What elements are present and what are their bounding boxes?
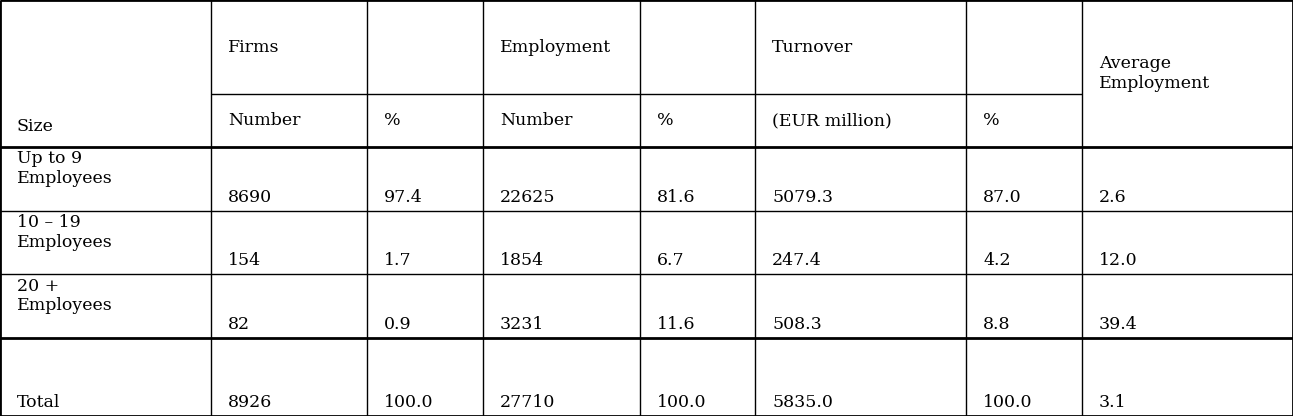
Text: 508.3: 508.3 xyxy=(772,316,822,333)
Text: Firms: Firms xyxy=(228,39,279,56)
Text: 81.6: 81.6 xyxy=(657,189,696,206)
Text: 154: 154 xyxy=(228,253,261,269)
Text: 1.7: 1.7 xyxy=(384,253,412,269)
Text: 11.6: 11.6 xyxy=(657,316,696,333)
Text: Number: Number xyxy=(228,112,300,129)
Text: 5835.0: 5835.0 xyxy=(772,394,833,411)
Text: 82: 82 xyxy=(228,316,250,333)
Text: Number: Number xyxy=(500,112,573,129)
Text: 3231: 3231 xyxy=(500,316,544,333)
Text: 10 – 19
Employees: 10 – 19 Employees xyxy=(17,214,112,251)
Text: 2.6: 2.6 xyxy=(1099,189,1126,206)
Text: 87.0: 87.0 xyxy=(983,189,1021,206)
Text: 100.0: 100.0 xyxy=(384,394,433,411)
Text: Total: Total xyxy=(17,394,61,411)
Text: 8.8: 8.8 xyxy=(983,316,1011,333)
Text: 1854: 1854 xyxy=(500,253,544,269)
Text: 0.9: 0.9 xyxy=(384,316,412,333)
Text: 5079.3: 5079.3 xyxy=(772,189,833,206)
Text: 100.0: 100.0 xyxy=(983,394,1033,411)
Text: 4.2: 4.2 xyxy=(983,253,1011,269)
Text: 3.1: 3.1 xyxy=(1099,394,1126,411)
Text: (EUR million): (EUR million) xyxy=(772,112,892,129)
Text: Size: Size xyxy=(17,118,54,135)
Text: %: % xyxy=(384,112,401,129)
Text: %: % xyxy=(657,112,674,129)
Text: 247.4: 247.4 xyxy=(772,253,822,269)
Text: Average
Employment: Average Employment xyxy=(1099,55,1210,92)
Text: 8690: 8690 xyxy=(228,189,272,206)
Text: 27710: 27710 xyxy=(500,394,556,411)
Text: 39.4: 39.4 xyxy=(1099,316,1138,333)
Text: 100.0: 100.0 xyxy=(657,394,706,411)
Text: 12.0: 12.0 xyxy=(1099,253,1138,269)
Text: Turnover: Turnover xyxy=(772,39,853,56)
Text: 6.7: 6.7 xyxy=(657,253,684,269)
Text: 22625: 22625 xyxy=(500,189,556,206)
Text: 97.4: 97.4 xyxy=(384,189,423,206)
Text: 20 +
Employees: 20 + Employees xyxy=(17,277,112,314)
Text: Employment: Employment xyxy=(500,39,612,56)
Text: Up to 9
Employees: Up to 9 Employees xyxy=(17,151,112,187)
Text: %: % xyxy=(983,112,999,129)
Text: 8926: 8926 xyxy=(228,394,272,411)
